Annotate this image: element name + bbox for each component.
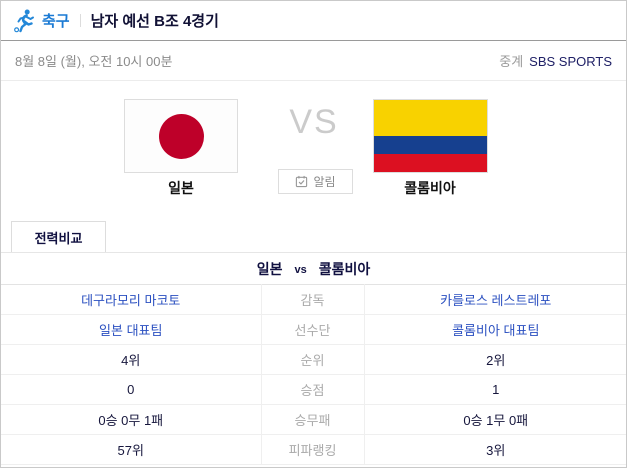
broadcast-label: 중계 <box>499 54 524 69</box>
soccer-player-icon <box>13 8 37 34</box>
calendar-check-icon <box>295 175 308 188</box>
home-team-name: 일본 <box>168 180 194 196</box>
vs-label: VS <box>289 103 339 141</box>
table-row-fifa-ranking: 57위 피파랭킹 3위 <box>1 434 626 465</box>
match-header: 일본 VS 알림 콜롬비아 <box>1 81 626 222</box>
away-record-value: 0승 1무 0패 <box>364 404 626 435</box>
comparison-title-away: 콜롬비아 <box>318 260 371 277</box>
match-datetime: 8월 8일 (월), 오전 10시 00분 <box>15 54 173 69</box>
row-label-points: 승점 <box>260 374 365 405</box>
table-row-points: 0 승점 1 <box>1 374 626 405</box>
away-coach-link[interactable]: 카를로스 레스트레포 <box>364 284 626 315</box>
away-rank-value: 2위 <box>364 344 626 375</box>
row-label-coach: 감독 <box>260 284 365 315</box>
away-team-name: 콜롬비아 <box>404 180 456 196</box>
comparison-title: 일본 vs 콜롬비아 <box>1 253 626 284</box>
row-label-rank: 순위 <box>260 344 365 375</box>
header-divider <box>79 14 81 27</box>
away-squad-link[interactable]: 콜롬비아 대표팀 <box>364 314 626 345</box>
alarm-button-label: 알림 <box>313 175 336 189</box>
category-label: 축구 <box>42 13 70 30</box>
broadcast-channel-link[interactable]: SBS SPORTS <box>529 54 612 69</box>
colombia-flag-yellow-stripe <box>374 100 487 136</box>
japan-flag-sun <box>158 113 204 159</box>
home-rank-value: 4위 <box>1 344 261 375</box>
comparison-title-home: 일본 <box>256 260 283 277</box>
home-points-value: 0 <box>1 374 261 405</box>
japan-flag <box>124 99 238 173</box>
away-points-value: 1 <box>364 374 626 405</box>
home-coach-link[interactable]: 데구라모리 마코토 <box>1 284 261 315</box>
comparison-table: 데구라모리 마코토 감독 카를로스 레스트레포 일본 대표팀 선수단 콜롬비아 … <box>1 284 626 465</box>
colombia-flag <box>373 99 488 173</box>
comparison-title-vs: vs <box>294 263 307 276</box>
row-label-fifa-ranking: 피파랭킹 <box>260 434 365 465</box>
tab-power-comparison[interactable]: 전력비교 <box>11 221 106 252</box>
page-title: 남자 예선 B조 4경기 <box>90 13 219 30</box>
home-squad-link[interactable]: 일본 대표팀 <box>1 314 261 345</box>
table-row-rank: 4위 순위 2위 <box>1 344 626 375</box>
table-row-squad: 일본 대표팀 선수단 콜롬비아 대표팀 <box>1 314 626 345</box>
table-row-record: 0승 0무 1패 승무패 0승 1무 0패 <box>1 404 626 435</box>
colombia-flag-blue-stripe <box>374 136 487 154</box>
colombia-flag-red-stripe <box>374 154 487 172</box>
away-fifa-ranking-value: 3위 <box>364 434 626 465</box>
row-label-squad: 선수단 <box>260 314 365 345</box>
page-header: 축구 남자 예선 B조 4경기 <box>1 1 626 41</box>
home-record-value: 0승 0무 1패 <box>1 404 261 435</box>
table-row-coach: 데구라모리 마코토 감독 카를로스 레스트레포 <box>1 284 626 315</box>
tab-bar: 전력비교 <box>1 221 626 253</box>
alarm-button[interactable]: 알림 <box>278 169 353 194</box>
home-fifa-ranking-value: 57위 <box>1 434 261 465</box>
row-label-record: 승무패 <box>260 404 365 435</box>
match-info-bar: 8월 8일 (월), 오전 10시 00분 중계 SBS SPORTS <box>1 41 626 81</box>
